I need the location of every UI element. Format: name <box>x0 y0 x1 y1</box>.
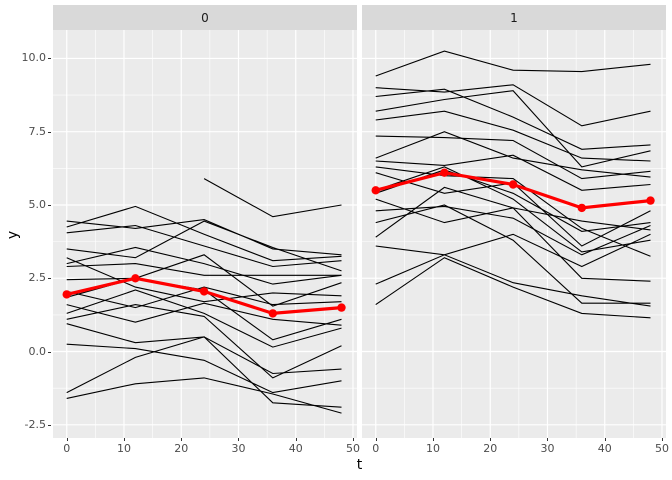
x-tick-mark <box>66 438 68 441</box>
facet-panel-0 <box>53 30 357 438</box>
x-tick-label: 30 <box>540 442 555 455</box>
subject-line <box>375 205 651 256</box>
subject-line <box>375 254 651 307</box>
subject-line <box>375 110 651 162</box>
subject-line <box>66 263 342 276</box>
x-tick-mark <box>432 438 434 441</box>
y-tick-label: 5.0 <box>28 197 47 211</box>
x-tick-mark <box>661 438 663 441</box>
facet-strip-0: 0 <box>53 5 357 30</box>
y-tick-mark <box>48 278 51 280</box>
subject-line <box>66 286 342 309</box>
x-tick-label: 0 <box>372 442 380 455</box>
y-tick-label: 0.0 <box>28 344 47 358</box>
subject-line <box>66 302 342 326</box>
mean-point <box>577 203 586 213</box>
y-tick-mark <box>48 351 51 353</box>
panel-background <box>362 30 666 438</box>
subject-line <box>375 257 651 319</box>
facet-panel-1 <box>362 30 666 438</box>
y-tick-mark <box>48 58 51 60</box>
subject-line <box>375 154 651 191</box>
x-tick-label: 10 <box>116 442 131 455</box>
subject-line <box>66 343 342 394</box>
x-tick-label: 20 <box>174 442 189 455</box>
subject-line <box>375 204 651 304</box>
subject-line <box>66 377 342 414</box>
mean-point <box>508 180 518 189</box>
subject-line <box>66 219 342 256</box>
x-tick-mark <box>547 438 549 441</box>
mean-point <box>199 287 209 296</box>
x-tick-mark <box>123 438 125 441</box>
mean-point <box>131 274 140 283</box>
y-tick-mark <box>48 204 51 206</box>
y-tick-mark <box>48 424 51 426</box>
x-tick-label: 20 <box>483 442 498 455</box>
mean-point <box>268 309 277 318</box>
subject-line <box>375 88 651 150</box>
subject-line <box>66 336 342 408</box>
x-tick-mark <box>352 438 354 441</box>
mean-point <box>646 196 655 205</box>
mean-point <box>62 290 71 299</box>
x-tick-mark <box>181 438 183 441</box>
mean-point <box>337 303 346 312</box>
y-axis-title: y <box>5 230 21 240</box>
y-tick-label: 10.0 <box>21 51 47 65</box>
mean-point <box>440 168 449 177</box>
x-tick-label: 50 <box>345 442 360 455</box>
x-tick-label: 40 <box>597 442 612 455</box>
subject-line <box>375 135 651 180</box>
y-tick-label: 7.5 <box>28 124 47 138</box>
subject-line <box>66 224 342 268</box>
x-tick-mark <box>295 438 297 441</box>
x-tick-label: 10 <box>425 442 440 455</box>
x-tick-label: 0 <box>63 442 71 455</box>
subject-line <box>66 246 342 285</box>
facet-strip-1: 1 <box>362 5 666 30</box>
mean-point <box>371 186 380 195</box>
subject-line <box>203 178 342 218</box>
x-tick-mark <box>490 438 492 441</box>
x-tick-label: 30 <box>231 442 246 455</box>
y-tick-label: 2.5 <box>28 271 47 285</box>
x-tick-label: 50 <box>654 442 669 455</box>
subject-line <box>66 205 342 262</box>
y-tick-label: -2.5 <box>24 417 46 431</box>
panel-background <box>53 30 357 438</box>
subject-line <box>375 233 651 268</box>
subject-line <box>375 166 651 257</box>
subject-line <box>66 257 342 303</box>
subject-line <box>66 254 342 307</box>
subject-line <box>66 289 342 348</box>
subject-line <box>375 90 651 168</box>
subject-line <box>375 131 651 178</box>
subject-line <box>66 304 342 379</box>
y-tick-mark <box>48 131 51 133</box>
x-tick-mark <box>238 438 240 441</box>
x-axis-title: t <box>356 457 363 473</box>
subject-line <box>66 220 342 272</box>
subject-line <box>375 50 651 77</box>
subject-line <box>375 198 651 282</box>
subject-line <box>375 166 651 253</box>
subject-line <box>375 84 651 127</box>
x-tick-mark <box>604 438 606 441</box>
x-tick-label: 40 <box>288 442 303 455</box>
x-tick-mark <box>375 438 377 441</box>
